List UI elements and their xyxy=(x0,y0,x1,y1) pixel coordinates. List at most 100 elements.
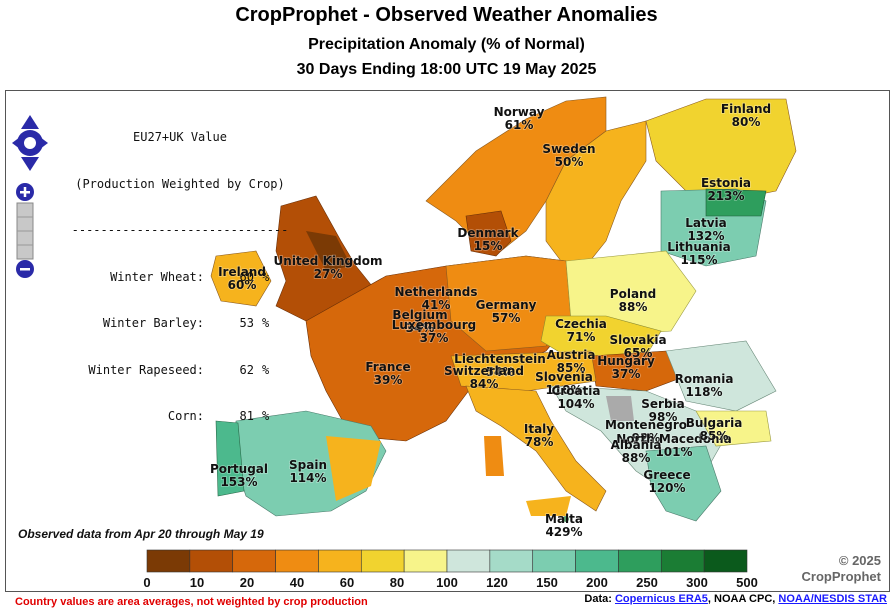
zoom-control[interactable] xyxy=(14,183,36,279)
country-value-label: 104% xyxy=(557,397,594,411)
legend-color-cell xyxy=(660,549,705,573)
pan-left-icon[interactable] xyxy=(12,134,24,152)
country-name-label: Slovakia xyxy=(609,333,666,347)
legend-tick-label: 300 xyxy=(686,575,708,590)
country-value-label: 101% xyxy=(655,445,692,459)
stats-unit: % xyxy=(262,409,270,423)
country-name-label: Austria xyxy=(547,348,596,362)
country-value-label: 54% xyxy=(486,365,515,379)
stats-crop-label: Corn: xyxy=(167,409,204,423)
region-serbia-gap xyxy=(606,396,634,421)
country-value-label: 88% xyxy=(622,451,651,465)
disclaimer-note: Country values are area averages, not we… xyxy=(15,596,368,608)
country-name-label: Latvia xyxy=(685,216,727,230)
crop-stats-panel: EU27+UK Value (Production Weighted by Cr… xyxy=(54,99,306,456)
country-value-label: 110% xyxy=(545,383,582,397)
copyright-brand: CropProphet xyxy=(801,569,881,584)
color-legend xyxy=(146,549,748,573)
stats-heading-line1: EU27+UK Value xyxy=(133,130,227,144)
country-name-label: Greece xyxy=(643,468,690,482)
country-value-label: 153% xyxy=(220,475,257,489)
precipitation-map[interactable]: Norway61%Sweden50%Finland80%Estonia213%L… xyxy=(6,91,889,591)
source-mid: , NOAA CPC, xyxy=(707,593,779,605)
country-name-label: Serbia xyxy=(641,397,685,411)
country-value-label: 120% xyxy=(648,481,685,495)
region-greece xyxy=(645,445,722,522)
page-title: CropProphet - Observed Weather Anomalies xyxy=(235,4,658,26)
legend-tick-label: 10 xyxy=(189,575,205,590)
country-value-label: 27% xyxy=(314,267,343,281)
legend-tick-label: 150 xyxy=(536,575,558,590)
region-finland xyxy=(645,98,797,202)
copyright-year: © 2025 xyxy=(838,553,881,568)
stats-row-winter-barley: Winter Barley: 53 % xyxy=(54,316,306,332)
stats-divider: ------------------------------ xyxy=(71,223,289,237)
country-value-label: 98% xyxy=(649,410,678,424)
map-panel[interactable]: Norway 61% Sweden 50% Finland 80% Estonia 213% L… xyxy=(5,90,890,592)
country-value-label: 65% xyxy=(624,346,653,360)
legend-color-cell xyxy=(275,549,319,573)
country-name-label: Romania xyxy=(675,372,734,386)
country-name-label: Spain xyxy=(289,458,327,472)
legend-color-cell xyxy=(618,549,662,573)
stats-row-winter-wheat: Winter Wheat: 60 % xyxy=(54,270,306,286)
region-sicily xyxy=(526,496,571,516)
region-spain-east xyxy=(326,436,381,501)
country-name-label: Hungary xyxy=(597,354,655,368)
country-value-label: 34% xyxy=(406,321,435,335)
region-italy xyxy=(465,385,607,512)
region-sardinia xyxy=(484,436,504,476)
country-name-label: Germany xyxy=(476,298,537,312)
region-denmark xyxy=(465,210,512,257)
country-name-label: Bulgaria xyxy=(686,416,743,430)
stats-unit: % xyxy=(262,316,270,330)
legend-tick-label: 120 xyxy=(486,575,508,590)
pan-arrows-icon[interactable] xyxy=(10,113,50,173)
legend-tick-label: 20 xyxy=(239,575,255,590)
pan-right-icon[interactable] xyxy=(36,134,48,152)
region-sweden xyxy=(545,120,647,267)
legend-color-cell xyxy=(232,549,276,573)
legend-tick-label: 60 xyxy=(339,575,355,590)
country-value-label: 57% xyxy=(492,311,521,325)
country-name-label: Belgium xyxy=(392,308,447,322)
region-austria-swiss xyxy=(450,350,597,392)
country-value-label: 50% xyxy=(555,155,584,169)
country-name-label: Denmark xyxy=(457,226,519,240)
legend-color-cell xyxy=(532,549,576,573)
country-value-label: 92% xyxy=(632,431,661,445)
copernicus-link[interactable]: Copernicus ERA5 xyxy=(614,593,708,605)
country-name-label: Poland xyxy=(610,287,656,301)
stats-unit: % xyxy=(262,269,270,284)
nesdis-link[interactable]: NOAA/NESDIS STAR xyxy=(778,593,887,605)
stats-row-corn: Corn: 81 % xyxy=(54,409,306,425)
country-name-label: Sweden xyxy=(542,142,595,156)
legend-tick-label: 500 xyxy=(736,575,758,590)
country-name-label: Montenegro xyxy=(605,418,687,432)
legend-color-cell xyxy=(146,549,191,573)
stats-crop-label: Winter Rapeseed: xyxy=(88,362,204,377)
stats-crop-value: 53 xyxy=(239,316,254,330)
country-name-label: North Macedonia xyxy=(616,432,732,446)
pan-down-icon[interactable] xyxy=(21,157,39,171)
legend-tick-label: 200 xyxy=(586,575,608,590)
country-name-label: Malta xyxy=(545,512,583,526)
stats-crop-label: Winter Wheat: xyxy=(110,269,204,284)
pan-up-icon[interactable] xyxy=(21,115,39,129)
region-estonia xyxy=(705,188,767,217)
country-name-label: Netherlands xyxy=(394,285,477,299)
legend-color-cell xyxy=(318,549,362,573)
country-value-label: 84% xyxy=(470,377,499,391)
country-value-label: 132% xyxy=(687,229,724,243)
country-value-label: 60% xyxy=(228,278,257,292)
country-name-label: Portugal xyxy=(210,462,268,476)
legend-tick-label: 250 xyxy=(636,575,658,590)
country-value-label: 114% xyxy=(289,471,326,485)
country-name-label: Albania xyxy=(611,438,662,452)
region-romania xyxy=(665,340,777,412)
country-value-label: 85% xyxy=(557,361,586,375)
country-value-label: 39% xyxy=(374,373,403,387)
country-name-label: France xyxy=(365,360,410,374)
country-name-label: Switzerland xyxy=(444,364,524,378)
copyright: © 2025 CropProphet xyxy=(802,553,881,585)
